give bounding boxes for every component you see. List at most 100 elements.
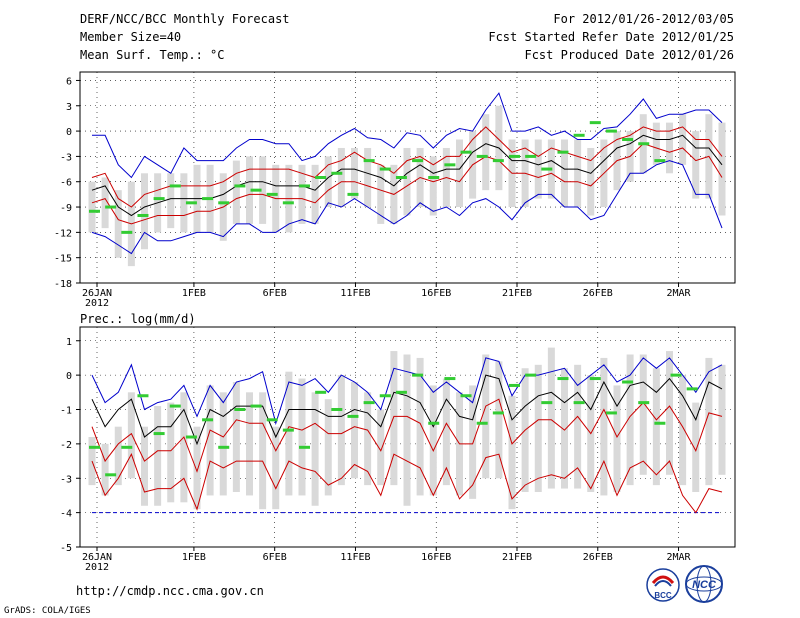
- ensemble-box: [495, 361, 503, 479]
- x-tick-label: 26JAN: [82, 552, 112, 563]
- y-tick-label: -1: [60, 406, 72, 417]
- x-tick-label: 2MAR: [666, 552, 691, 563]
- ensemble-box: [429, 156, 437, 216]
- ensemble-box: [232, 382, 240, 492]
- observed-mark: [492, 159, 504, 163]
- ensemble-box: [351, 382, 358, 479]
- observed-mark: [299, 445, 310, 449]
- observed-mark: [347, 414, 359, 418]
- panel-frame-0: [79, 71, 736, 284]
- ensemble-box: [718, 364, 726, 475]
- observed-mark: [605, 411, 617, 415]
- ensemble-box: [141, 173, 148, 250]
- observed-mark: [509, 154, 520, 158]
- observed-mark: [202, 197, 214, 201]
- x-tick-label: 1FEB: [182, 552, 206, 563]
- observed-mark: [282, 428, 294, 432]
- y-tick-label: -12: [54, 228, 72, 239]
- y-tick-label: -5: [60, 543, 72, 554]
- observed-mark: [218, 201, 230, 205]
- x-tick-label: 11FEB: [340, 552, 370, 563]
- ensemble-box: [547, 347, 555, 489]
- ensemble-box: [154, 406, 162, 506]
- observed-mark: [169, 184, 181, 188]
- observed-mark: [412, 159, 424, 163]
- ensemble-box: [351, 147, 358, 199]
- observed-mark: [250, 188, 262, 192]
- observed-mark: [89, 209, 100, 213]
- ensemble-box: [337, 147, 345, 208]
- ensemble-box: [718, 122, 726, 216]
- ensemble-box: [600, 357, 608, 496]
- observed-mark: [670, 373, 682, 377]
- ensemble-box: [652, 368, 660, 486]
- y-tick-label: -3: [60, 152, 72, 163]
- series-max-line: [92, 92, 723, 179]
- ensemble-box: [101, 443, 109, 496]
- ensemble-box: [259, 156, 267, 224]
- ensemble-box: [127, 392, 135, 479]
- bcc-logo-icon: BCC: [646, 568, 680, 602]
- observed-mark: [153, 432, 165, 436]
- observed-mark: [234, 184, 246, 188]
- bcc-logo-text: BCC: [654, 591, 672, 600]
- series-mean-line: [91, 374, 723, 446]
- observed-mark: [605, 129, 617, 133]
- x-tick-label: 2012: [85, 298, 109, 309]
- footer-url[interactable]: http://cmdp.ncc.cma.gov.cn: [76, 584, 264, 598]
- observed-mark: [428, 176, 440, 179]
- ensemble-box: [442, 378, 450, 486]
- observed-mark: [282, 201, 294, 205]
- observed-mark: [315, 390, 327, 394]
- ncc-logo-icon: NCC: [685, 565, 723, 603]
- y-tick-label: -2: [60, 440, 72, 451]
- ensemble-box: [561, 368, 568, 489]
- observed-mark: [331, 408, 343, 411]
- ensemble-box: [167, 173, 175, 229]
- x-tick-label: 11FEB: [340, 288, 370, 299]
- ensemble-box: [561, 139, 568, 208]
- observed-mark: [638, 401, 650, 405]
- ensemble-box: [232, 160, 240, 224]
- ensemble-box: [508, 395, 516, 510]
- ensemble-box: [324, 399, 332, 496]
- ensemble-box: [482, 354, 490, 479]
- ensemble-box: [206, 385, 214, 496]
- x-tick-label: 2MAR: [666, 288, 691, 299]
- observed-mark: [169, 404, 181, 408]
- chart-title: DERF/NCC/BCC Monthly Forecast: [80, 12, 290, 26]
- observed-mark: [541, 167, 553, 171]
- ensemble-box: [246, 156, 253, 224]
- observed-mark: [476, 421, 488, 425]
- observed-mark: [622, 380, 634, 384]
- observed-mark: [395, 176, 407, 179]
- observed-mark: [363, 159, 375, 163]
- y-tick-label: -15: [54, 254, 72, 265]
- observed-mark: [444, 377, 456, 381]
- y-tick-label: -9: [60, 203, 72, 214]
- ensemble-box: [482, 114, 490, 191]
- observed-mark: [89, 445, 100, 449]
- observed-mark: [525, 373, 537, 377]
- forecast-period: For 2012/01/26-2012/03/05: [553, 12, 734, 26]
- ensemble-box: [666, 122, 673, 174]
- ensemble-box: [88, 437, 96, 486]
- ensemble-box: [587, 147, 595, 216]
- x-tick-label: 1FEB: [182, 288, 206, 299]
- x-tick-label: 26FEB: [583, 552, 613, 563]
- ensemble-box: [429, 385, 437, 496]
- series-p25-line: [91, 143, 723, 225]
- produced-date: Fcst Produced Date 2012/01/26: [524, 48, 734, 62]
- observed-mark: [460, 394, 472, 398]
- observed-mark: [234, 408, 246, 411]
- observed-mark: [444, 163, 456, 167]
- observed-mark: [218, 445, 230, 449]
- observed-mark: [185, 435, 197, 439]
- observed-mark: [412, 373, 424, 377]
- ensemble-box: [101, 177, 109, 229]
- ensemble-box: [180, 173, 188, 233]
- x-tick-label: 2012: [85, 562, 109, 573]
- ensemble-box: [574, 364, 582, 489]
- x-tick-label: 16FEB: [421, 552, 451, 563]
- ensemble-box: [180, 392, 188, 503]
